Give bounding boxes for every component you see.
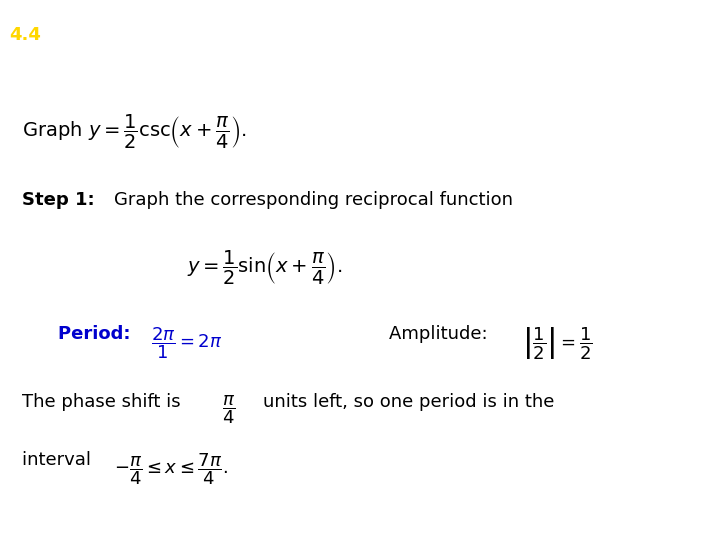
Text: 4.4: 4.4 [9, 26, 41, 44]
Text: d: d [492, 26, 505, 44]
Text: =: = [348, 26, 375, 44]
Text: Example 2 Graphing: Example 2 Graphing [54, 26, 264, 44]
Text: $-\dfrac{\pi}{4} \leq x \leq \dfrac{7\pi}{4}.$: $-\dfrac{\pi}{4} \leq x \leq \dfrac{7\pi… [114, 451, 228, 487]
Text: a: a [377, 26, 389, 44]
Text: $y = \dfrac{1}{2}\sin\!\left(x + \dfrac{\pi}{4}\right).$: $y = \dfrac{1}{2}\sin\!\left(x + \dfrac{… [187, 249, 343, 287]
Text: Copyright © 2013, 2009, 2005 Pearson Education, Inc.: Copyright © 2013, 2009, 2005 Pearson Edu… [217, 517, 503, 528]
Text: )  (page: ) (page [505, 26, 585, 44]
Text: interval: interval [22, 451, 96, 469]
Text: Step 1:: Step 1: [22, 191, 94, 209]
Text: units left, so one period is in the: units left, so one period is in the [263, 393, 554, 411]
Text: y: y [331, 26, 343, 44]
Text: Period:: Period: [58, 325, 136, 343]
Text: $\left|\dfrac{1}{2}\right| = \dfrac{1}{2}$: $\left|\dfrac{1}{2}\right| = \dfrac{1}{2… [522, 325, 593, 361]
Text: Graph $y = \dfrac{1}{2}\csc\!\left(x + \dfrac{\pi}{4}\right).$: Graph $y = \dfrac{1}{2}\csc\!\left(x + \… [22, 112, 246, 151]
Text: The phase shift is: The phase shift is [22, 393, 186, 411]
Text: ALWAYS LEARNING: ALWAYS LEARNING [14, 517, 117, 528]
Text: csc (: csc ( [393, 26, 446, 44]
Text: $\dfrac{\pi}{4}$: $\dfrac{\pi}{4}$ [222, 393, 235, 426]
Text: $\dfrac{2\pi}{1} = 2\pi$: $\dfrac{2\pi}{1} = 2\pi$ [151, 325, 222, 361]
Text: Amplitude:: Amplitude: [389, 325, 493, 343]
Text: 54: 54 [681, 516, 698, 529]
Text: PEARSON: PEARSON [576, 514, 670, 531]
Text: x: x [451, 26, 462, 44]
Text: –: – [465, 26, 487, 44]
Text: Graph the corresponding reciprocal function: Graph the corresponding reciprocal funct… [114, 191, 513, 209]
Text: 172): 172) [9, 65, 55, 83]
